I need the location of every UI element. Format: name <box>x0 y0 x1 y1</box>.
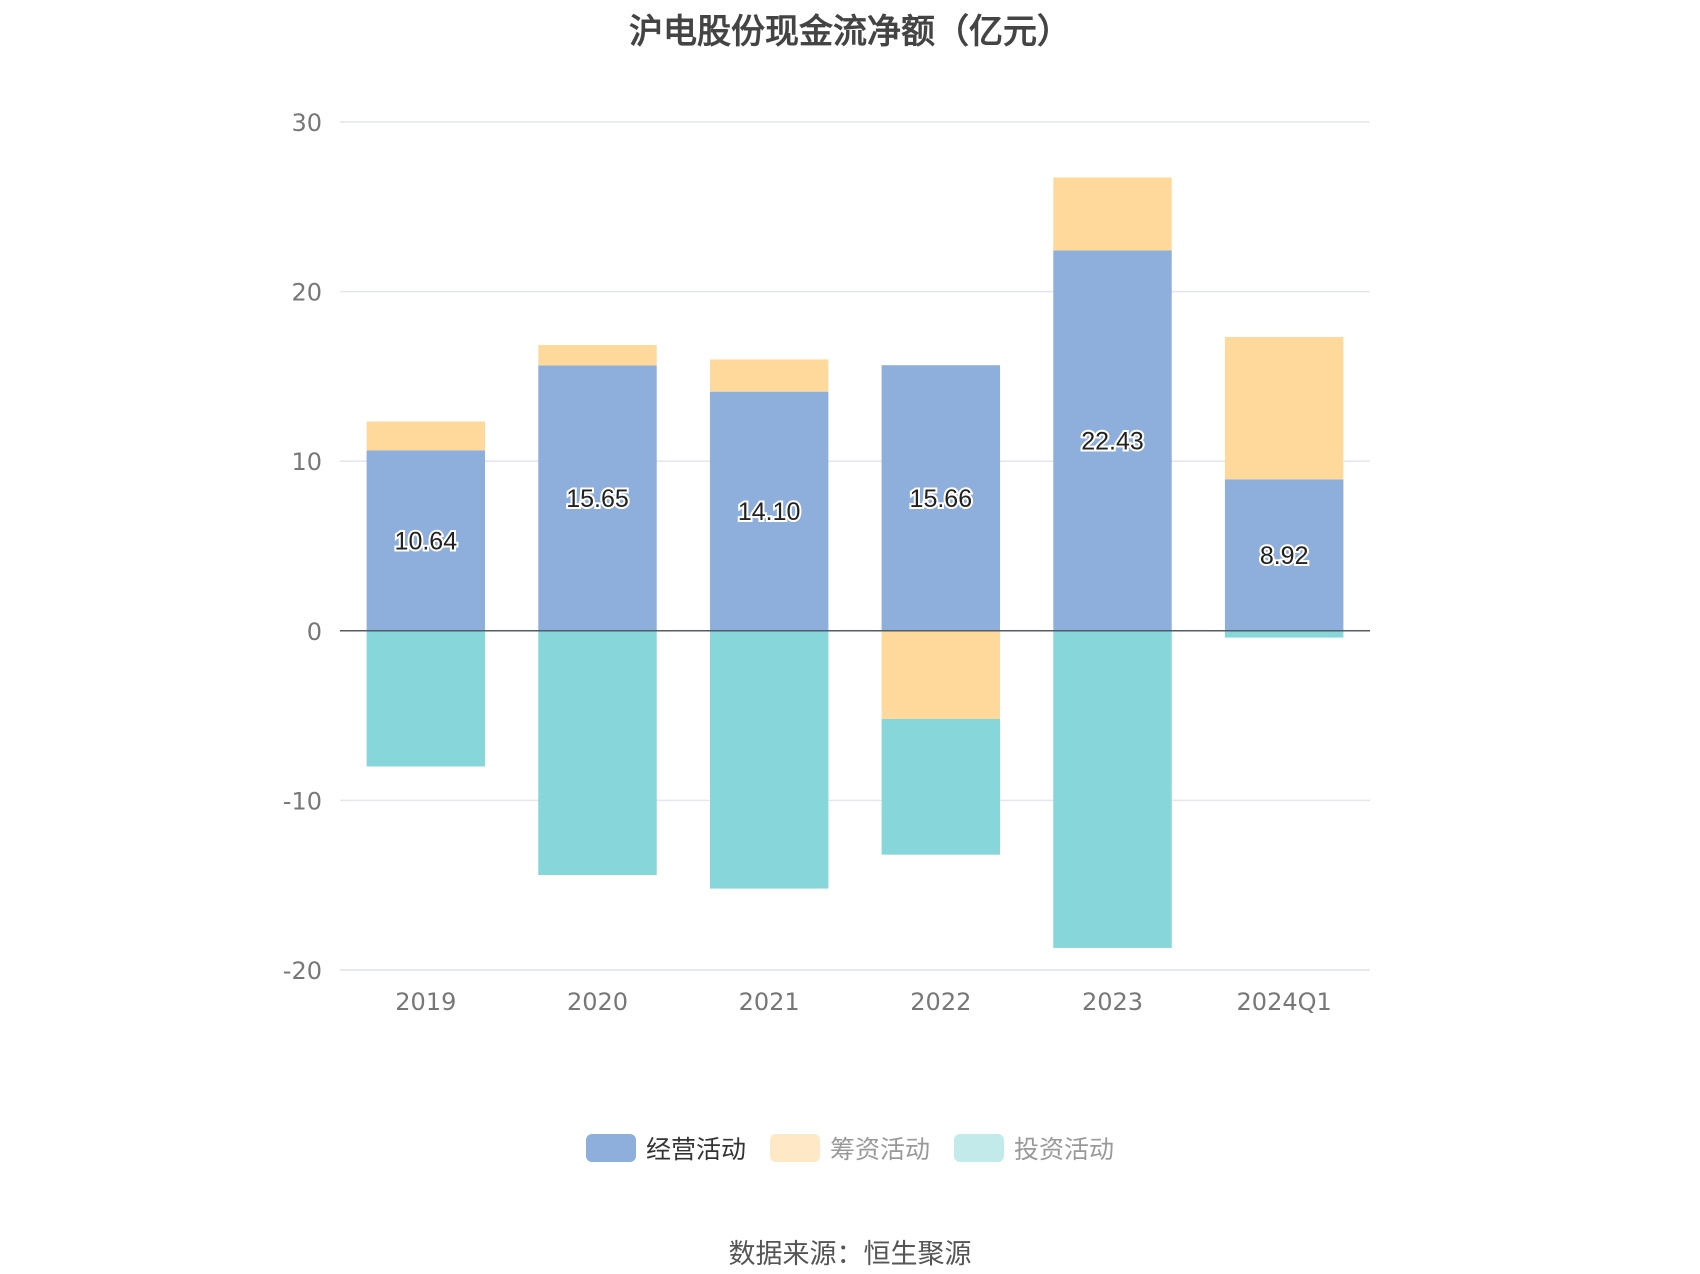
data-label: 14.10 <box>738 498 801 526</box>
x-axis-ticks: 2019 2020 2021 2022 2023 2024Q1 <box>395 988 1331 1016</box>
data-label: 15.65 <box>566 485 629 513</box>
bar-segment <box>366 450 486 631</box>
zero-axis <box>340 630 1370 971</box>
bar-segment <box>709 391 829 631</box>
bar-segment <box>1053 177 1172 251</box>
data-labels: 10.64 15.65 14.10 15.66 22.43 8.92 <box>393 426 1311 573</box>
data-label: 10.64 <box>395 528 458 556</box>
bar-segment <box>1224 630 1344 638</box>
legend-swatch-investing <box>954 1134 1004 1162</box>
bar-segment <box>881 718 1001 855</box>
x-tick-label: 2022 <box>910 988 971 1016</box>
x-tick-label: 2020 <box>567 988 628 1016</box>
bar-segment <box>1224 479 1344 631</box>
x-tick-label: 2019 <box>395 988 456 1016</box>
bar-segment <box>709 359 829 392</box>
legend-label-investing: 投资活动 <box>1014 1135 1115 1164</box>
data-label: 15.66 <box>910 485 973 513</box>
legend-item-financing[interactable]: 筹资活动 <box>769 1130 930 1166</box>
legend-label-financing: 筹资活动 <box>829 1135 930 1164</box>
y-tick-label: 20 <box>291 279 322 307</box>
legend: 经营活动 筹资活动 投资活动 <box>0 1130 1700 1166</box>
chart-title: 沪电股份现金流净额（亿元） <box>629 12 1071 52</box>
legend-item-operating[interactable]: 经营活动 <box>585 1130 746 1166</box>
source-note: 数据来源：恒生聚源 <box>728 1239 972 1270</box>
bar-segment <box>709 630 829 889</box>
bar-segment <box>366 630 486 767</box>
grid-lines <box>340 121 1370 971</box>
y-tick-label: 0 <box>307 618 322 646</box>
bar-segment <box>1053 250 1172 631</box>
legend-swatch-financing <box>769 1134 820 1162</box>
bar-segment <box>1053 630 1172 948</box>
x-tick-label: 2024Q1 <box>1237 988 1332 1016</box>
bar-segment <box>538 365 657 631</box>
legend-swatch-operating <box>585 1134 636 1162</box>
y-tick-label: -10 <box>283 787 322 815</box>
y-tick-label: -20 <box>283 957 322 985</box>
data-label: 22.43 <box>1081 428 1144 456</box>
y-tick-label: 10 <box>291 448 322 476</box>
legend-item-investing[interactable]: 投资活动 <box>954 1130 1114 1166</box>
legend-label-operating: 经营活动 <box>645 1135 746 1164</box>
bar-segment <box>1224 337 1344 480</box>
y-tick-label: 30 <box>291 109 322 137</box>
bar-segment <box>366 421 486 451</box>
bars <box>366 177 1344 948</box>
bar-segment <box>538 630 657 876</box>
x-tick-label: 2023 <box>1082 988 1143 1016</box>
bar-segment <box>881 630 1001 719</box>
x-tick-label: 2021 <box>739 988 800 1016</box>
data-label: 8.92 <box>1260 542 1309 570</box>
bar-segment <box>881 365 1001 631</box>
y-axis-ticks: 30 20 10 0 -10 -20 <box>283 109 322 985</box>
bar-segment <box>538 345 657 366</box>
